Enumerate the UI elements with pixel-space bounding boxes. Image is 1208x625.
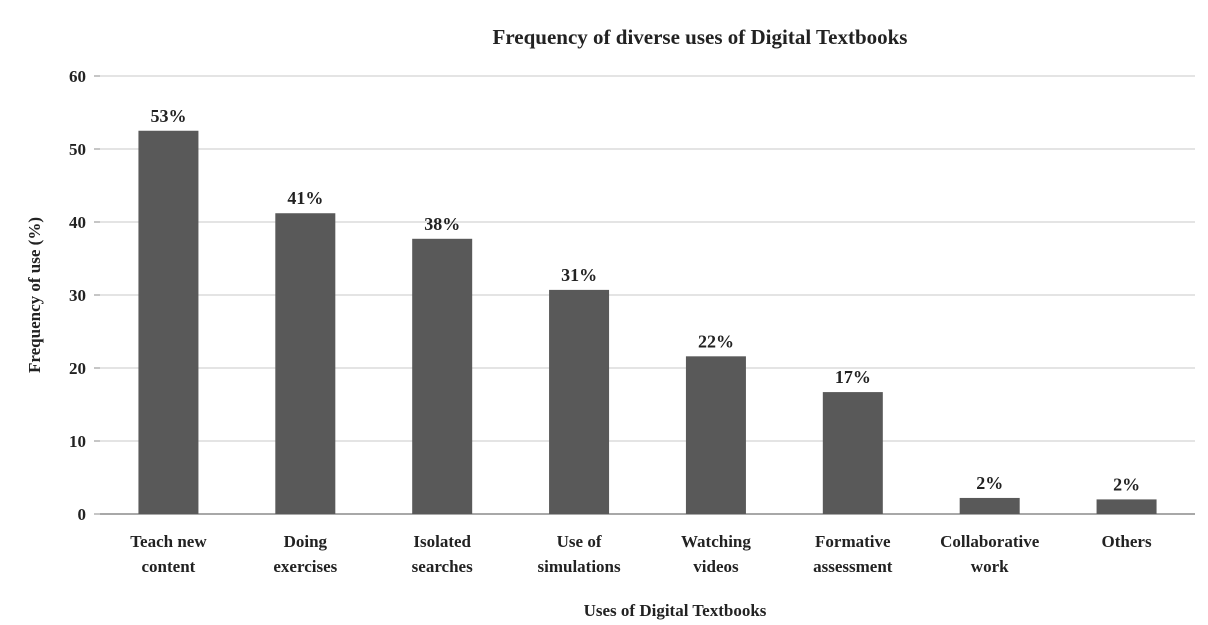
y-tick-label: 60 bbox=[69, 67, 86, 86]
bar bbox=[138, 130, 199, 514]
y-tick-label: 10 bbox=[69, 432, 86, 451]
x-tick-label: Others bbox=[1102, 532, 1152, 551]
x-tick-label: Watching videos bbox=[681, 532, 751, 576]
x-tick-label: Collaborative work bbox=[940, 532, 1040, 576]
bar bbox=[549, 289, 610, 514]
data-label: 22% bbox=[698, 331, 734, 351]
x-tick-label: Isolated searches bbox=[412, 532, 473, 576]
data-label: 17% bbox=[835, 367, 871, 387]
y-axis-ticks: 0 10 20 30 40 50 60 bbox=[69, 67, 100, 524]
data-labels: 53% 41% 38% 31% 22% 17% 2% 2% bbox=[150, 106, 1140, 495]
bar bbox=[1096, 499, 1157, 514]
bar bbox=[412, 238, 473, 515]
x-axis-title: Uses of Digital Textbooks bbox=[584, 601, 767, 620]
x-tick-label: Formative assessment bbox=[813, 532, 893, 576]
y-tick-label: 0 bbox=[78, 505, 87, 524]
gridlines bbox=[100, 75, 1195, 442]
data-label: 38% bbox=[424, 214, 460, 234]
bar bbox=[275, 213, 336, 515]
bar bbox=[822, 392, 883, 514]
y-tick-label: 30 bbox=[69, 286, 86, 305]
data-label: 53% bbox=[150, 106, 186, 126]
bar bbox=[959, 497, 1020, 514]
data-label: 2% bbox=[976, 473, 1003, 493]
data-label: 41% bbox=[287, 188, 323, 208]
y-tick-label: 50 bbox=[69, 140, 86, 159]
x-tick-label: Doing exercises bbox=[273, 532, 337, 576]
y-tick-label: 20 bbox=[69, 359, 86, 378]
data-label: 2% bbox=[1113, 474, 1140, 494]
x-tick-label: Use of simulations bbox=[537, 532, 621, 576]
y-axis-title: Frequency of use (%) bbox=[25, 217, 44, 373]
bar bbox=[685, 356, 746, 514]
x-axis-categories: Teach new content Doing exercises Isolated se… bbox=[130, 532, 1152, 576]
x-tick-label: Teach new content bbox=[130, 532, 207, 576]
chart-title: Frequency of diverse uses of Digital Tex… bbox=[493, 25, 908, 49]
y-tick-label: 40 bbox=[69, 213, 86, 232]
data-label: 31% bbox=[561, 265, 597, 285]
bars bbox=[138, 130, 1157, 515]
